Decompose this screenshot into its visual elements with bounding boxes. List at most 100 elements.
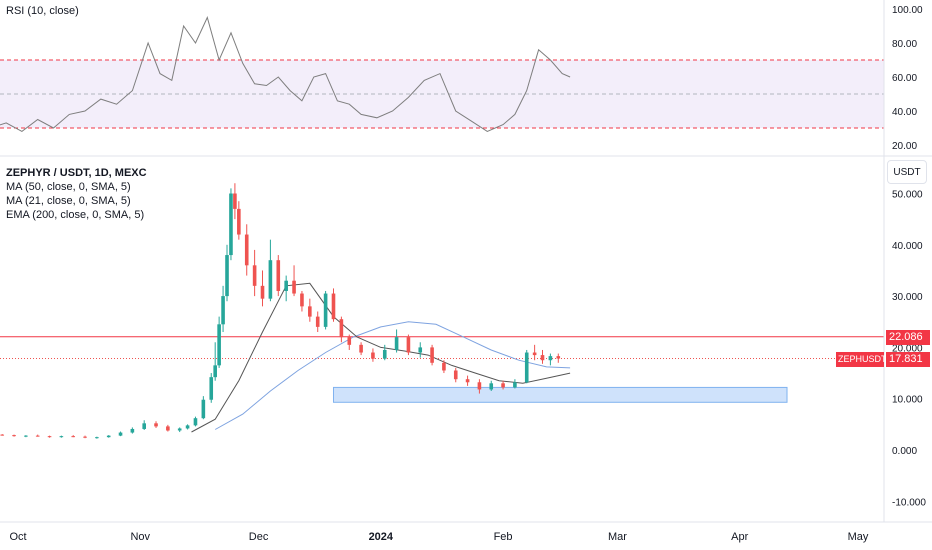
- price-pane: [0, 183, 884, 439]
- candle: [118, 431, 123, 437]
- candle: [394, 329, 399, 353]
- price-tick-label: 20.000: [892, 343, 923, 354]
- candle-body: [323, 293, 328, 327]
- candle-body: [556, 356, 561, 359]
- candle-body: [229, 193, 233, 256]
- candle: [489, 380, 494, 392]
- candle-body: [359, 344, 363, 353]
- candle: [193, 416, 198, 427]
- time-tick-label: Oct: [9, 531, 26, 543]
- candle: [371, 348, 375, 362]
- candle-body: [300, 293, 304, 307]
- candle: [430, 344, 434, 366]
- candle-body: [221, 296, 225, 325]
- candle-body: [276, 260, 281, 291]
- price-tick-label: 50.000: [892, 190, 923, 201]
- time-tick-label: Nov: [130, 531, 150, 543]
- candle-body: [394, 337, 399, 350]
- currency-unit-button[interactable]: USDT: [887, 160, 927, 184]
- candle-body: [308, 306, 312, 317]
- price-tick-label: 30.000: [892, 292, 923, 303]
- candle-body: [130, 428, 135, 433]
- candle: [540, 349, 545, 364]
- rsi-tick-label: 60.00: [892, 73, 917, 84]
- candle-body: [209, 377, 214, 400]
- candle: [556, 353, 561, 363]
- rsi-legend[interactable]: RSI (10, close): [6, 4, 79, 18]
- candle-body: [532, 352, 537, 356]
- candle-body: [106, 435, 111, 438]
- candle-body: [382, 349, 387, 359]
- price-tick-label: -10.000: [892, 497, 926, 508]
- candle-body: [268, 260, 273, 299]
- candle-body: [24, 435, 28, 437]
- candle: [71, 435, 76, 438]
- time-tick-label: Apr: [731, 531, 748, 543]
- candle-body: [71, 436, 76, 438]
- candle: [315, 311, 320, 333]
- candle: [442, 360, 446, 374]
- candle-body: [12, 435, 16, 437]
- candle-body: [252, 265, 257, 286]
- candle: [59, 435, 64, 438]
- candle-body: [185, 425, 190, 429]
- candle-body: [237, 208, 241, 235]
- candle-body: [83, 436, 87, 438]
- ma50-line: [214, 321, 571, 430]
- candle-body: [35, 435, 40, 437]
- candle: [501, 380, 505, 390]
- candle: [260, 270, 265, 307]
- rsi-tick-label: 100.00: [892, 5, 923, 16]
- candle-body: [225, 255, 229, 297]
- time-tick-label: 2024: [369, 531, 394, 543]
- candle: [185, 424, 190, 430]
- candle: [465, 375, 470, 386]
- candle: [233, 183, 237, 220]
- candle-body: [154, 423, 158, 427]
- candle-body: [418, 347, 423, 353]
- candle: [513, 379, 517, 389]
- candle-body: [489, 383, 494, 390]
- candle-body: [118, 432, 123, 436]
- rsi-legend-label: RSI (10, close): [6, 5, 79, 17]
- candle: [532, 344, 537, 361]
- candle: [177, 427, 182, 433]
- rsi-line: [0, 16, 571, 132]
- candle-body: [0, 434, 5, 436]
- candle-body: [315, 316, 320, 327]
- candle-body: [47, 436, 52, 438]
- candle-body: [477, 382, 482, 390]
- candle-body: [284, 280, 288, 291]
- candle-body: [339, 319, 344, 338]
- price-tick-label: 40.000: [892, 241, 923, 252]
- candle-body: [244, 234, 249, 266]
- candle-body: [260, 285, 265, 299]
- ma21-legend: MA (21, close, 0, SMA, 5): [6, 195, 131, 207]
- candle: [35, 434, 40, 437]
- candle: [217, 316, 221, 368]
- candle: [47, 435, 52, 438]
- candle: [209, 373, 214, 403]
- candle-body: [59, 436, 64, 438]
- ma50-legend: MA (50, close, 0, SMA, 5): [6, 181, 131, 193]
- resistance-price-tag: 22.086: [886, 330, 930, 345]
- time-tick-label: May: [848, 531, 869, 543]
- candle-body: [513, 382, 517, 388]
- candle: [524, 349, 529, 384]
- time-tick-label: Mar: [608, 531, 627, 543]
- rsi-tick-label: 80.00: [892, 39, 917, 50]
- candle: [359, 342, 363, 356]
- candle: [12, 434, 16, 437]
- candle-body: [347, 337, 352, 345]
- candle: [221, 285, 225, 333]
- candle: [276, 255, 281, 297]
- candle-body: [201, 399, 206, 419]
- candle: [95, 436, 99, 439]
- candle: [284, 275, 288, 302]
- candle: [252, 249, 257, 297]
- main-legend[interactable]: ZEPHYR / USDT, 1D, MEXC MA (50, close, 0…: [6, 166, 147, 222]
- candle: [268, 239, 273, 302]
- candle: [83, 435, 87, 439]
- candle-body: [213, 365, 217, 378]
